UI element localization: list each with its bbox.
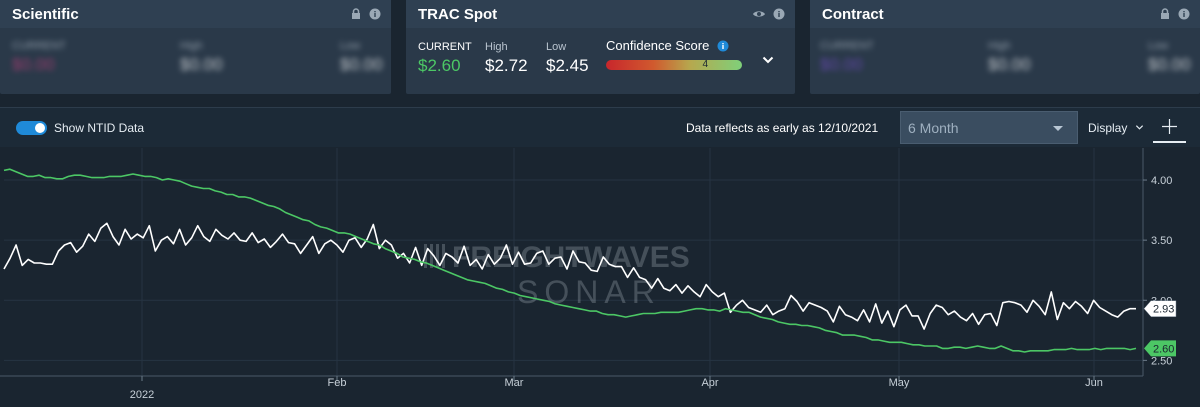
x-tick-label: Apr [701,377,718,389]
x-axis: 2022 Feb Mar Apr May Jun [0,375,1143,401]
trac-high-value: $2.72 [485,56,528,75]
chevron-down-icon[interactable] [762,54,774,66]
last-value-tags: 2.93 2.60 [1143,300,1177,357]
scientific-current-label: CURRENT [12,40,66,52]
contract-low-value: $0.00 [1148,55,1191,74]
lock-icon[interactable] [1159,8,1171,20]
scientific-card: Scientific CURRENT $0.00 High $0.00 Low … [0,0,391,94]
trac-current: CURRENT $2.60 [418,41,472,76]
trac-current-label: CURRENT [418,41,472,53]
scientific-high-label: High [180,40,203,52]
trac-card-title: TRAC Spot [418,5,498,23]
confidence-score: Confidence Score 4 [606,38,742,70]
contract-high-label: High [988,40,1011,52]
chart-grid [4,148,1143,376]
trac-low: Low $2.45 [546,41,589,76]
green-last-value-tag: 2.60 [1144,340,1176,357]
trac-high-label: High [485,41,508,53]
trac-high: High $2.72 [485,41,528,76]
scientific-low-value: $0.00 [340,55,383,74]
info-icon[interactable] [369,8,381,20]
display-menu-label: Display [1088,121,1128,135]
trac-low-label: Low [546,41,567,53]
trac-spot-card: TRAC Spot CURRENT $2.60 High $2.72 Low $… [406,0,795,94]
contract-high: High $0.00 [988,40,1031,75]
contract-current-label: CURRENT [820,40,874,52]
scientific-current: CURRENT $0.00 [12,40,66,75]
contract-low-label: Low [1148,40,1169,52]
y-tick-label: 4.00 [1151,175,1172,187]
scientific-high: High $0.00 [180,40,223,75]
ntid-toggle-label[interactable]: Show NTID Data [54,121,145,135]
scientific-current-value: $0.00 [12,55,55,74]
confidence-score-label: Confidence Score [606,38,710,53]
scientific-high-value: $0.00 [180,55,223,74]
confidence-score-bar: 4 [606,59,742,70]
sonar-watermark: FREIGHTWAVES SONAR [424,241,690,310]
x-tick-label: 2022 [130,389,154,401]
trac-current-value: $2.60 [418,56,461,75]
eye-icon[interactable] [752,8,766,20]
x-tick-label: Jun [1085,377,1103,389]
range-select[interactable]: 6 Month [900,111,1078,144]
caret-down-icon [1053,126,1063,131]
last-value-label: 2.93 [1153,304,1174,316]
contract-card-title: Contract [822,5,884,23]
last-value-label: 2.60 [1153,343,1174,355]
price-chart[interactable]: FREIGHTWAVES SONAR 4.003.503.002.50 2022… [0,148,1200,407]
confidence-score-value: 4 [702,59,708,70]
contract-low: Low $0.00 [1148,40,1191,75]
x-tick-label: May [889,377,910,389]
contract-card: Contract CURRENT $0.00 High $0.00 Low $0… [810,0,1200,94]
contract-high-value: $0.00 [988,55,1031,74]
info-icon[interactable] [717,40,729,52]
y-tick-label: 2.50 [1151,355,1172,367]
info-icon[interactable] [773,8,785,20]
white-last-value-tag: 2.93 [1143,300,1177,317]
x-tick-label: Feb [328,377,347,389]
y-tick-label: 3.50 [1151,235,1172,247]
display-menu[interactable]: Display [1088,121,1144,135]
scientific-low-label: Low [340,40,361,52]
chart-toolbar: Show NTID Data Data reflects as early as… [0,107,1200,147]
watermark-line-2: SONAR [517,274,661,310]
lock-icon[interactable] [350,8,362,20]
contract-current: CURRENT $0.00 [820,40,874,75]
x-tick-label: Mar [505,377,524,389]
trac-card-header: TRAC Spot [406,0,795,28]
data-reflects-text: Data reflects as early as 12/10/2021 [686,121,879,135]
trac-low-value: $2.45 [546,56,589,75]
crosshair-icon [1162,119,1177,134]
contract-card-header: Contract [810,0,1200,28]
contract-current-value: $0.00 [820,55,863,74]
chart-series [3,168,1137,353]
scientific-card-title: Scientific [12,5,79,23]
scientific-card-header: Scientific [0,0,391,28]
ntid-toggle[interactable] [16,121,47,135]
white-series-line [3,222,1136,330]
range-select-value: 6 Month [908,120,959,136]
green-series-line [3,168,1137,353]
chevron-down-icon [1135,125,1143,130]
info-icon[interactable] [1178,8,1190,20]
scientific-low: Low $0.00 [340,40,383,75]
crosshair-tool-button[interactable] [1153,110,1186,143]
